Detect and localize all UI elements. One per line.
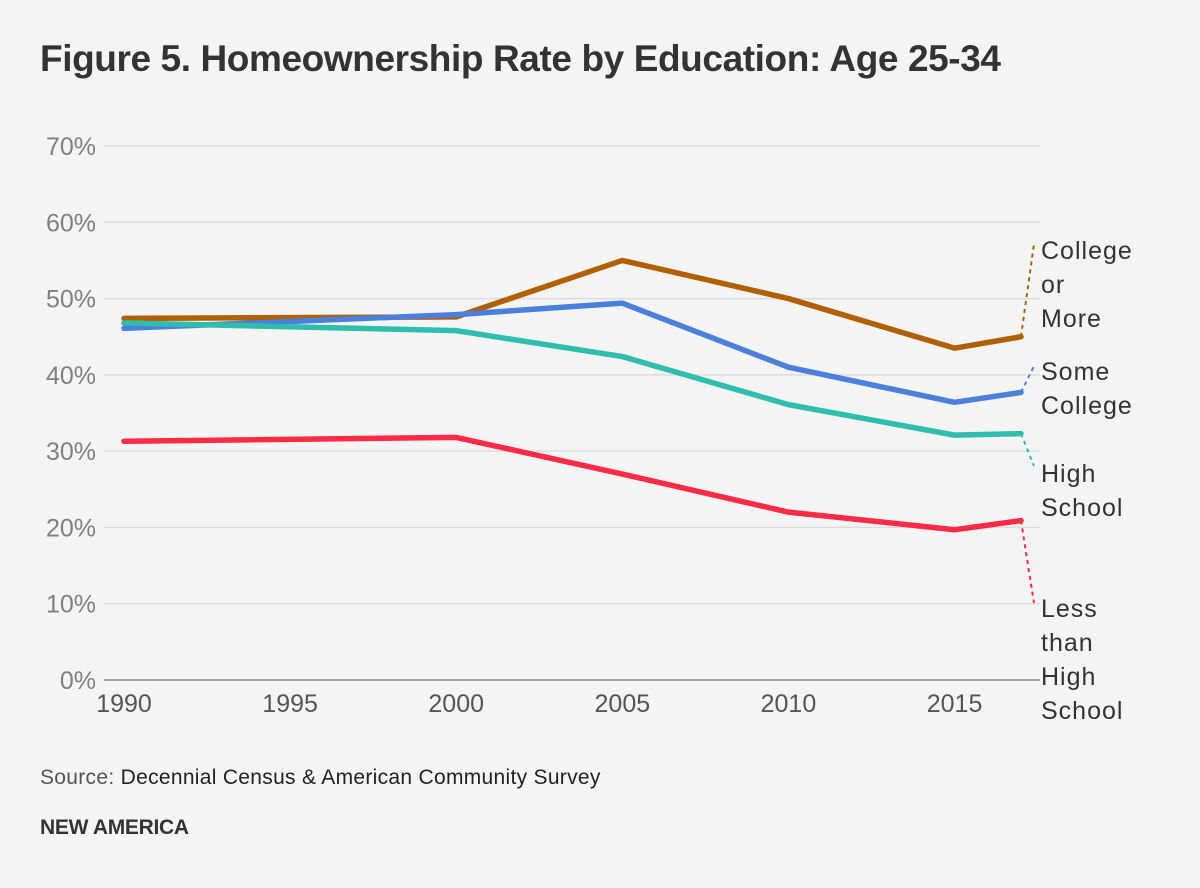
series-label: Less than High School: [1041, 595, 1123, 725]
series-label-line: than: [1041, 629, 1094, 657]
series-label-line: More: [1041, 305, 1102, 333]
source-text: Decennial Census & American Community Su…: [114, 766, 601, 789]
brand-logo: NEW AMERICA: [40, 816, 189, 839]
series-line-less-than-high-school: [121, 434, 1024, 533]
series-label-line: College: [1041, 392, 1133, 420]
series-label-line: Some: [1041, 358, 1110, 386]
x-tick-label: 2010: [761, 690, 817, 718]
source-prefix: Source:: [40, 766, 115, 789]
y-tick-label: 20%: [46, 514, 96, 542]
y-tick-label: 60%: [46, 209, 96, 237]
x-axis-ticks: 1990 1995 2000 2005 2010 2015: [96, 690, 982, 718]
x-tick-label: 2015: [927, 690, 983, 718]
y-axis-ticks: 0% 10% 20% 30% 40% 50% 60% 70%: [46, 133, 96, 695]
series-label-line: College: [1041, 237, 1133, 265]
y-tick-label: 10%: [46, 591, 96, 619]
source-note: Source: Decennial Census & American Comm…: [40, 766, 601, 790]
x-tick-label: 1995: [262, 690, 318, 718]
y-tick-label: 40%: [46, 362, 96, 390]
series-label-line: School: [1041, 494, 1123, 522]
series-lines: [121, 257, 1024, 533]
series-label-line: or: [1041, 271, 1065, 299]
label-leader-line: [1020, 433, 1035, 467]
series-label-line: School: [1041, 697, 1123, 725]
y-tick-label: 70%: [46, 133, 96, 161]
series-line-high-school: [121, 320, 1024, 438]
x-tick-label: 1990: [96, 690, 152, 718]
series-label-line: High: [1041, 460, 1096, 488]
gridlines: [104, 145, 1040, 681]
label-leader-line: [1020, 520, 1035, 604]
y-tick-label: 50%: [46, 286, 96, 314]
y-tick-label: 0%: [60, 667, 96, 695]
chart-title: Figure 5. Homeownership Rate by Educatio…: [40, 38, 1001, 79]
series-label-line: High: [1041, 663, 1096, 691]
series-label: College or More: [1041, 237, 1133, 333]
x-tick-label: 2005: [595, 690, 651, 718]
series-line-some-college: [121, 300, 1024, 406]
series-labels: College or More Some College High School Less th…: [1020, 237, 1133, 725]
y-tick-label: 30%: [46, 438, 96, 466]
label-leader-line: [1020, 365, 1035, 393]
label-leader-line: [1020, 243, 1035, 337]
series-label: Some College: [1041, 358, 1133, 420]
series-label-line: Less: [1041, 595, 1098, 623]
x-tick-label: 2000: [428, 690, 484, 718]
series-label: High School: [1041, 460, 1123, 522]
